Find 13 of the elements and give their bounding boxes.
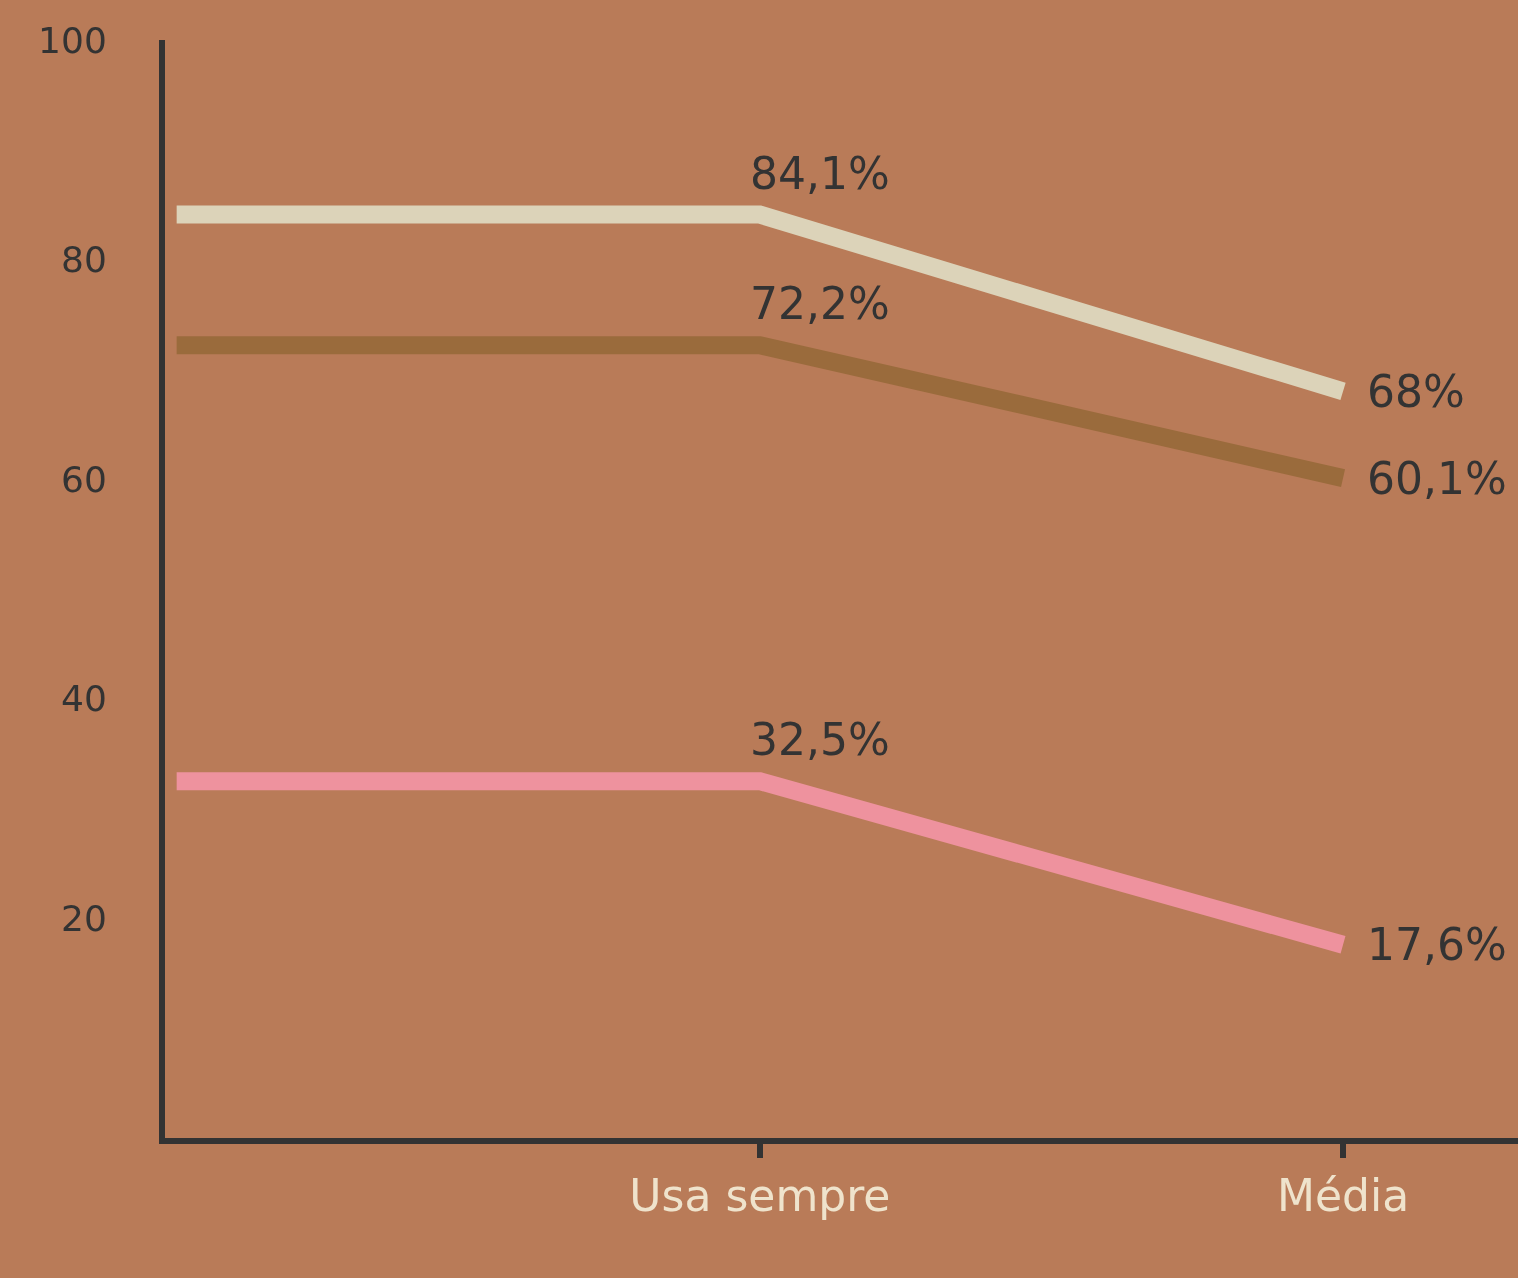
- data-label: 72,2%: [750, 278, 890, 329]
- y-tick-label: 20: [60, 898, 107, 939]
- data-label: 17,6%: [1367, 919, 1507, 970]
- y-tick-label: 80: [60, 239, 107, 281]
- data-label: 68%: [1367, 366, 1465, 417]
- data-label: 32,5%: [750, 714, 890, 765]
- y-tick-label: 100: [38, 19, 107, 61]
- x-tick-label: Usa sempre: [629, 1169, 891, 1221]
- y-tick-label: 40: [60, 678, 107, 720]
- y-tick-label: 60: [60, 458, 107, 500]
- x-tick-label: Média: [1276, 1169, 1410, 1221]
- data-label: 84,1%: [750, 148, 890, 199]
- data-label: 60,1%: [1367, 453, 1507, 504]
